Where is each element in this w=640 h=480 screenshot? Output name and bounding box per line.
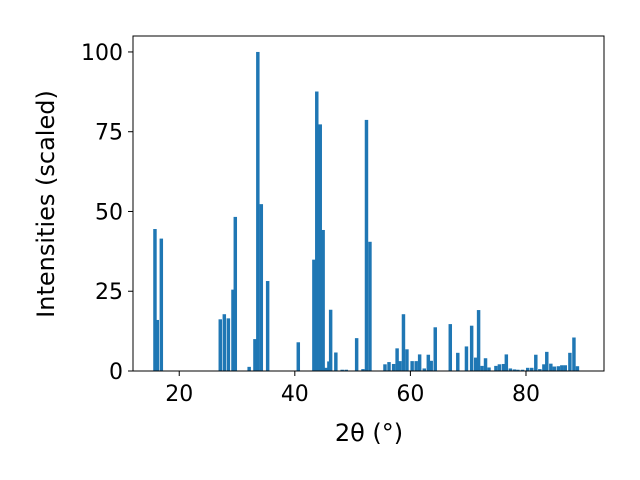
bar-45 <box>469 325 474 371</box>
x-tick-label: 60 <box>396 382 424 407</box>
bar-14 <box>312 259 316 371</box>
bar-70 <box>568 352 572 371</box>
bar-40 <box>429 360 433 371</box>
bar-59 <box>525 367 530 371</box>
bar-61 <box>534 354 538 371</box>
bar-20 <box>328 309 333 371</box>
y-tick-label: 25 <box>95 280 123 305</box>
bar-56 <box>512 369 517 371</box>
bar-71 <box>572 337 576 371</box>
bar-68 <box>560 365 564 371</box>
bar-43 <box>456 352 460 371</box>
bar-11 <box>259 204 264 371</box>
bar-63 <box>542 364 546 371</box>
bar-35 <box>410 361 414 371</box>
y-tick-label: 0 <box>109 360 123 385</box>
bar-21 <box>334 352 338 371</box>
bar-6 <box>231 289 235 371</box>
bar-54 <box>504 354 509 371</box>
bar-27 <box>368 241 372 371</box>
x-axis-label: 2θ (°) <box>335 419 403 447</box>
bar-2 <box>159 238 164 371</box>
bar-44 <box>464 346 469 371</box>
bar-55 <box>508 368 513 371</box>
bar-5 <box>226 318 231 371</box>
bar-64 <box>545 351 549 371</box>
bar-69 <box>563 365 568 371</box>
bar-9 <box>253 339 257 371</box>
x-tick-label: 20 <box>165 382 193 407</box>
bar-38 <box>422 368 427 371</box>
bar-25 <box>361 369 365 371</box>
bar-49 <box>483 358 488 371</box>
bar-65 <box>549 363 553 371</box>
bar-66 <box>552 366 557 371</box>
bar-4 <box>222 314 227 371</box>
bar-28 <box>383 364 387 371</box>
x-tick-label: 40 <box>281 382 309 407</box>
bar-67 <box>556 366 561 371</box>
bar-29 <box>387 362 391 371</box>
bar-32 <box>398 361 402 371</box>
bar-72 <box>575 366 580 371</box>
bar-0 <box>153 229 157 371</box>
bar-12 <box>265 281 270 371</box>
y-axis-label: Intensities (scaled) <box>32 90 60 318</box>
bar-24 <box>354 338 359 371</box>
bar-36 <box>414 361 418 371</box>
bar-15 <box>315 91 319 371</box>
bar-47 <box>476 310 481 371</box>
bar-62 <box>538 369 542 371</box>
bar-16 <box>318 124 322 371</box>
x-axis-ticks: 20 40 60 80 <box>165 371 540 407</box>
bar-53 <box>501 363 506 371</box>
bar-39 <box>426 354 431 371</box>
bar-37 <box>417 354 422 371</box>
bar-7 <box>233 216 238 371</box>
bar-23 <box>344 369 348 371</box>
bar-52 <box>497 364 502 371</box>
bar-13 <box>296 342 301 371</box>
bar-17 <box>321 229 325 371</box>
plot-area-frame <box>132 35 605 372</box>
x-tick-label: 80 <box>512 382 540 407</box>
bar-3 <box>218 319 222 371</box>
bar-57 <box>516 369 520 371</box>
y-tick-label: 75 <box>95 121 123 146</box>
bar-46 <box>473 357 478 371</box>
bar-41 <box>433 327 437 371</box>
bar-8 <box>247 366 251 371</box>
bar-1 <box>155 319 160 371</box>
bar-22 <box>340 369 344 371</box>
bar-48 <box>480 365 484 371</box>
y-tick-label: 50 <box>95 200 123 225</box>
bar-34 <box>405 349 409 371</box>
bar-60 <box>530 367 534 371</box>
bar-58 <box>520 369 525 371</box>
bar-10 <box>256 51 260 371</box>
bar-18 <box>324 367 328 371</box>
y-tick-label: 100 <box>81 41 123 66</box>
bar-33 <box>401 314 406 371</box>
bar-42 <box>448 324 453 371</box>
bars-group <box>153 51 580 372</box>
bar-51 <box>494 365 498 371</box>
bar-26 <box>364 119 369 372</box>
y-axis-ticks: 0 25 50 75 100 <box>81 41 133 385</box>
bar-30 <box>391 363 396 371</box>
bar-50 <box>487 367 491 371</box>
bar-31 <box>395 348 399 371</box>
